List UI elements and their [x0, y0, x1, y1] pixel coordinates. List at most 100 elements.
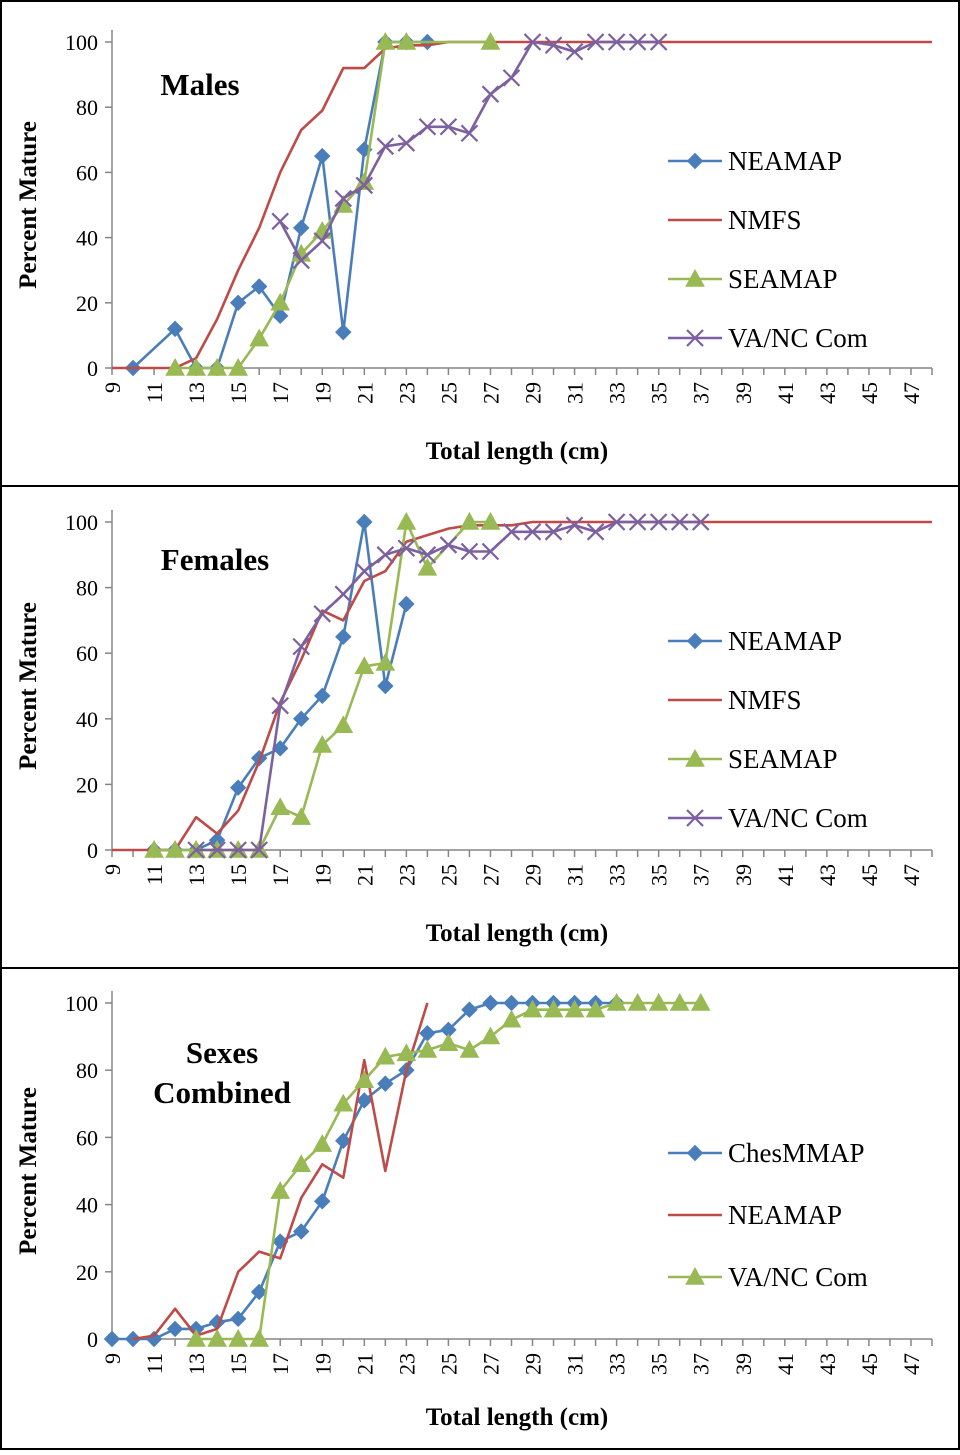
legend-entry: SEAMAP: [668, 744, 838, 774]
x-tick-label: 43: [815, 1353, 840, 1375]
x-tick-label: 17: [268, 864, 293, 886]
x-tick-label: 39: [731, 382, 756, 404]
legend-entry: NMFS: [668, 205, 802, 235]
x-marker-stroke: [397, 134, 416, 152]
legend-label: NMFS: [728, 685, 802, 715]
data-point: [186, 1328, 206, 1347]
data-point: [355, 176, 374, 195]
x-marker-stroke: [208, 841, 226, 859]
x-tick-label: 17: [268, 1353, 293, 1375]
legend-marker: [686, 632, 704, 650]
x-marker-stroke: [628, 513, 647, 531]
data-point: [586, 33, 605, 51]
x-marker-stroke: [565, 43, 584, 61]
legend-marker: [686, 1144, 704, 1162]
x-marker-stroke: [355, 176, 374, 195]
data-point: [335, 628, 352, 646]
legend-entry: VA/NC Com: [668, 1262, 868, 1292]
x-tick-label: 17: [268, 382, 293, 404]
data-point: [396, 31, 417, 50]
data-point: [377, 677, 394, 695]
series-va-nc-com: [271, 33, 668, 270]
data-point: [376, 546, 395, 564]
data-point: [396, 511, 417, 530]
data-point: [293, 710, 310, 728]
data-point: [459, 511, 480, 530]
x-tick-label: 29: [521, 382, 546, 404]
x-tick-label: 33: [605, 864, 630, 886]
data-point: [208, 841, 226, 859]
x-marker-stroke: [649, 33, 668, 51]
data-point: [606, 992, 627, 1011]
legend-label: NEAMAP: [728, 1200, 842, 1230]
x-tick-label: 35: [647, 864, 672, 886]
data-point: [250, 841, 268, 859]
data-point: [670, 513, 689, 531]
x-marker-stroke: [271, 696, 289, 715]
x-marker-stroke: [686, 329, 704, 347]
data-point: [607, 513, 626, 531]
legend-marker: [686, 329, 704, 347]
y-tick-label: 80: [76, 576, 98, 601]
x-tick-label: 45: [857, 864, 882, 886]
y-tick-label: 0: [87, 1327, 98, 1352]
x-tick-label: 19: [310, 1353, 335, 1375]
legend-entry: NEAMAP: [668, 1200, 842, 1230]
data-point: [690, 992, 711, 1011]
data-point: [356, 1092, 373, 1109]
legend-label: NEAMAP: [728, 626, 842, 656]
data-point: [229, 294, 247, 312]
series-nmfs: [112, 40, 932, 370]
x-tick-label: 35: [647, 1353, 672, 1375]
legend-marker: [685, 268, 705, 287]
data-point: [291, 807, 312, 825]
panel-title: Males: [160, 67, 239, 102]
data-point: [165, 839, 185, 858]
data-point: [271, 696, 289, 715]
data-point: [397, 539, 416, 558]
data-point: [459, 1040, 480, 1058]
x-marker-stroke: [628, 33, 647, 51]
x-marker-stroke: [481, 85, 500, 103]
x-marker-stroke: [229, 841, 247, 859]
x-marker-stroke: [460, 542, 479, 561]
x-tick-label: 27: [478, 382, 503, 404]
data-point: [376, 137, 395, 156]
x-marker-stroke: [376, 546, 395, 564]
data-point: [229, 779, 247, 796]
x-tick-label: 25: [436, 1353, 461, 1375]
x-tick-label: 47: [899, 864, 924, 886]
data-point: [314, 687, 331, 705]
x-marker-stroke: [313, 232, 332, 250]
legend-entry: VA/NC Com: [668, 803, 868, 833]
data-point: [377, 1075, 394, 1092]
data-point: [355, 562, 374, 580]
x-marker-stroke: [313, 605, 332, 623]
data-point: [460, 542, 479, 561]
data-point: [291, 1154, 312, 1172]
x-tick-label: 9: [100, 382, 125, 393]
data-point: [565, 43, 584, 61]
series-neamap: [145, 513, 415, 859]
data-point: [103, 1330, 121, 1348]
x-tick-label: 11: [142, 864, 167, 885]
x-tick-label: 33: [605, 1353, 630, 1375]
data-point: [270, 797, 291, 816]
y-tick-label: 40: [76, 707, 98, 732]
data-point: [375, 31, 396, 50]
data-point: [354, 1070, 375, 1088]
y-tick-label: 100: [65, 510, 98, 535]
data-point: [501, 1009, 522, 1028]
y-tick-label: 60: [76, 1125, 98, 1150]
x-marker-stroke: [502, 69, 521, 87]
data-point: [417, 1040, 438, 1058]
series-line: [132, 1002, 429, 1341]
x-tick-label: 45: [857, 382, 882, 404]
data-point: [270, 1181, 291, 1199]
legend-label: NEAMAP: [728, 146, 842, 176]
x-tick-label: 9: [100, 864, 125, 875]
x-tick-label: 23: [394, 1353, 419, 1375]
x-axis-title: Total length (cm): [426, 438, 608, 465]
x-marker-stroke: [523, 523, 542, 541]
